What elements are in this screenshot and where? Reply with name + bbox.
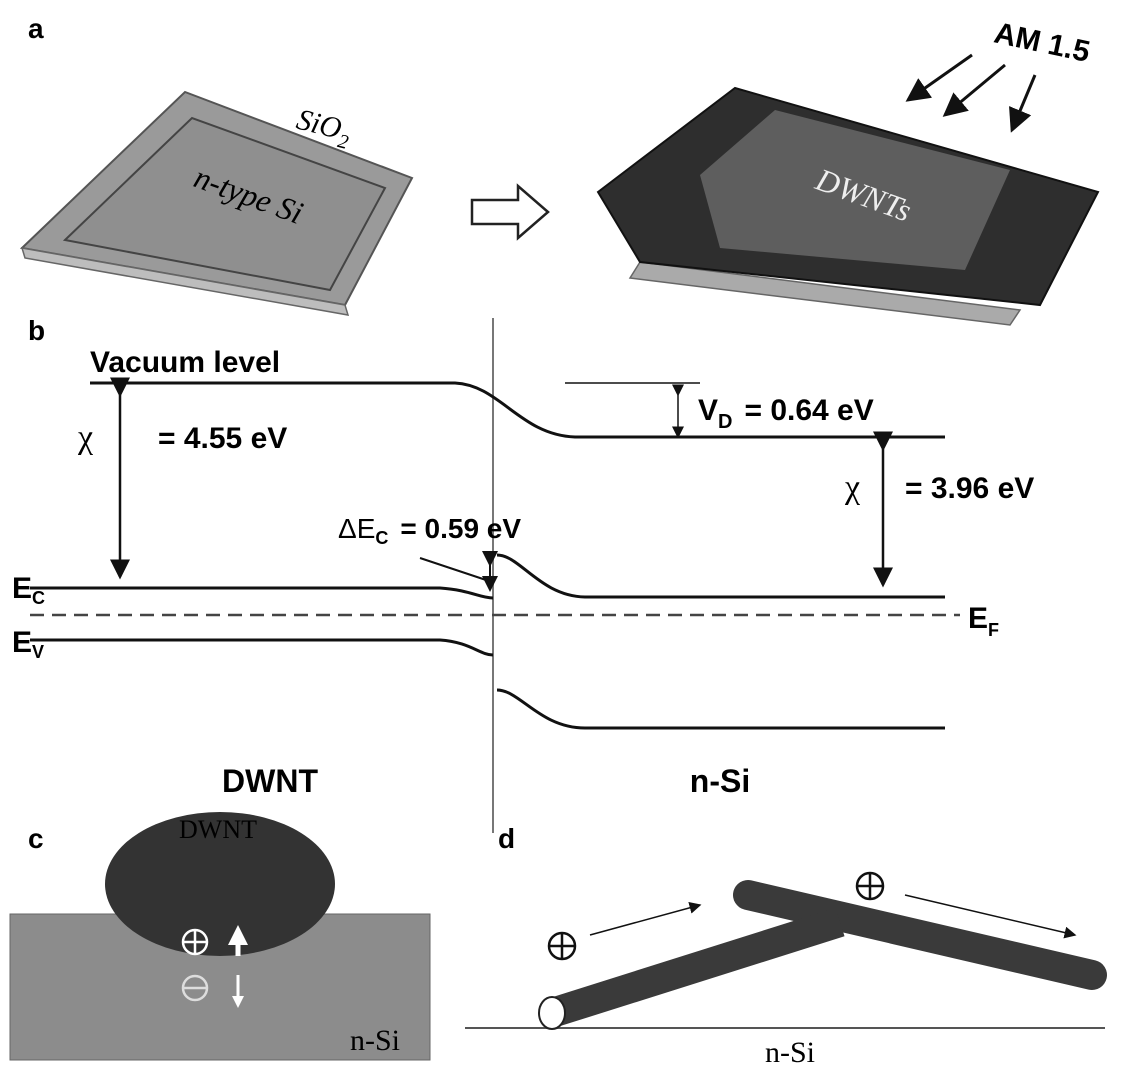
panel-b: b Vacuum level VD = 0.64 eV χ = 4.55 eV Δ…: [12, 315, 1034, 833]
panel-c: c DWNT n-Si: [9, 812, 431, 1061]
substrate-label: n-Si: [350, 1024, 400, 1057]
light-arrow: [905, 53, 973, 102]
ec-label: EC: [12, 572, 45, 608]
region-label: n-Si: [690, 763, 750, 799]
label: V: [698, 394, 718, 427]
substrate-label: n-Si: [765, 1036, 815, 1068]
ec-left: [30, 586, 494, 600]
substrate: [628, 261, 1022, 326]
chi-value: = 4.55 eV: [158, 422, 287, 455]
light-label: AM 1.5: [991, 17, 1092, 69]
dec-leader: [419, 557, 487, 581]
ev-left: [30, 638, 494, 657]
value: = 0.64 eV: [744, 394, 873, 427]
hole-symbol: [857, 873, 883, 899]
dwnt: [105, 812, 335, 956]
process-arrow: [470, 183, 550, 241]
hole-symbol: [183, 930, 207, 954]
chi-symbol: χ: [844, 469, 860, 506]
hole-symbol: [549, 933, 575, 959]
vd-label: VD = 0.64 eV: [698, 394, 874, 433]
label: ΔE: [338, 513, 375, 544]
label: E: [968, 602, 988, 635]
chi-symbol: χ: [77, 419, 93, 456]
panel-label: a: [28, 13, 44, 44]
vacuum-label: Vacuum level: [90, 346, 280, 379]
tube-label: DWNT: [179, 815, 257, 844]
nanotube: [733, 880, 1107, 990]
value: = 0.59 eV: [400, 513, 521, 544]
substrate-edge: [20, 247, 350, 316]
ef-label: EF: [968, 602, 999, 640]
dec-label: ΔEC = 0.59 eV: [338, 513, 521, 548]
label: E: [12, 626, 32, 659]
vacuum-level: [90, 381, 945, 439]
nanotube: [550, 907, 845, 1027]
subscript: C: [32, 588, 45, 608]
si-window: [62, 116, 387, 292]
panel-label: b: [28, 315, 45, 346]
light-arrow: [1009, 74, 1037, 133]
panel-label: d: [498, 823, 515, 854]
light-arrow: [942, 63, 1006, 117]
transport-arrow: [589, 901, 702, 936]
panel-label: c: [28, 823, 44, 854]
ec-right: [496, 553, 945, 599]
panel-a: a SiO2 n-type Si DWNTs AM 1.5: [19, 13, 1100, 326]
subscript: D: [718, 411, 732, 433]
region-label: DWNT: [222, 763, 318, 799]
ev-right: [496, 688, 945, 730]
tube-end: [538, 996, 566, 1030]
label: E: [12, 572, 32, 605]
subscript: V: [32, 642, 44, 662]
subscript: C: [375, 528, 388, 548]
transport-arrow: [904, 894, 1077, 939]
chi-value: = 3.96 eV: [905, 472, 1034, 505]
panel-d: d n-Si: [465, 823, 1107, 1068]
ev-label: EV: [12, 626, 44, 662]
subscript: F: [988, 620, 999, 640]
dwnt-center: [700, 110, 1010, 270]
